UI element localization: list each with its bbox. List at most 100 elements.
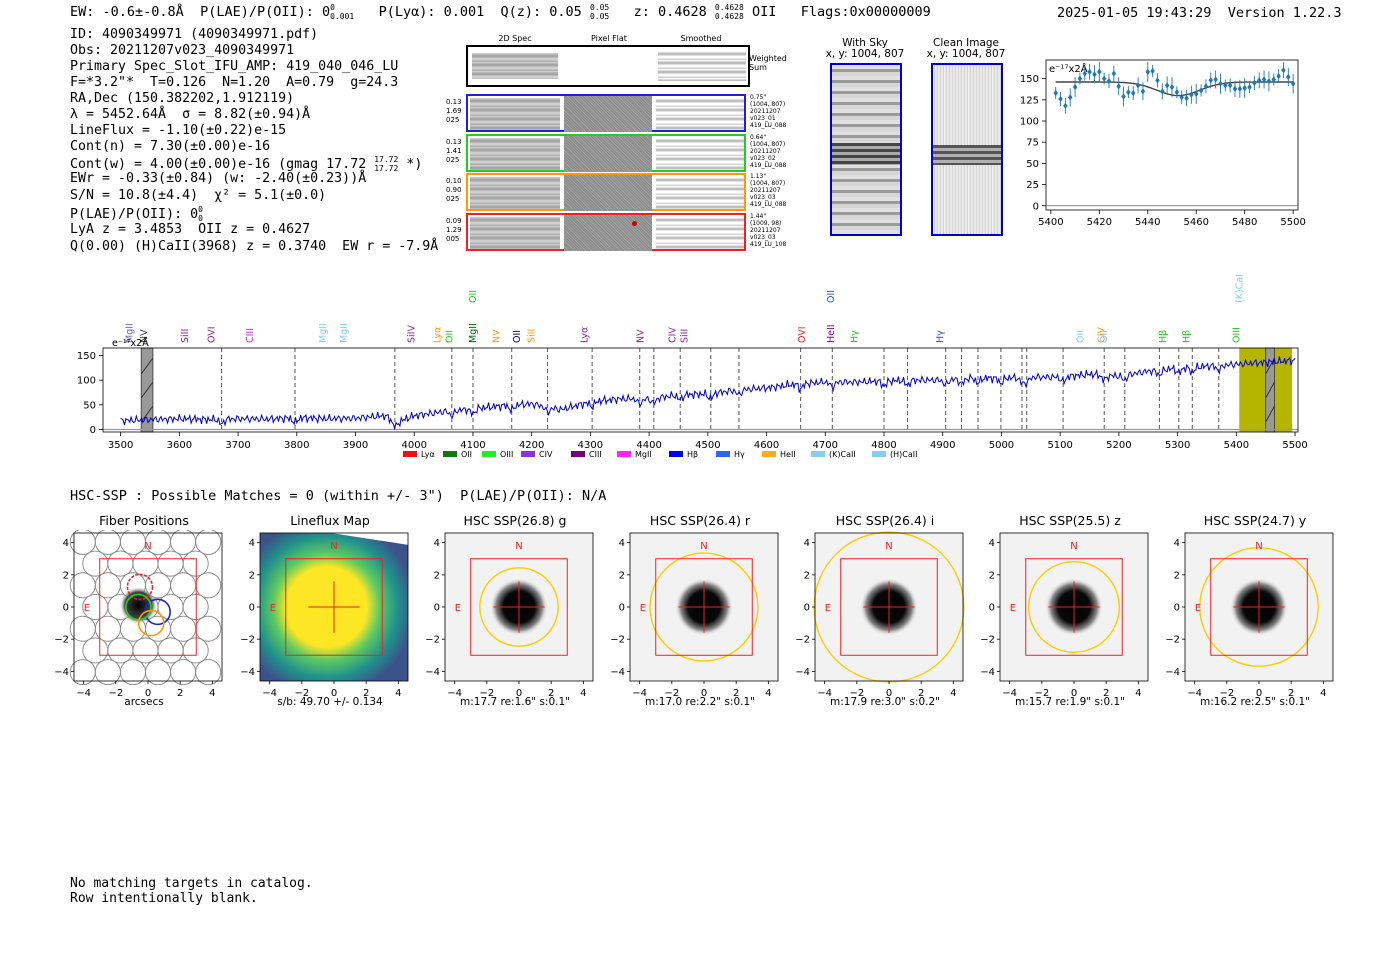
spectrum-line-label: OII (1099, 330, 1110, 343)
cutout-right-value: 419_LU_088 (750, 122, 787, 129)
zoom-data-point (1058, 95, 1063, 103)
spectrum-line-label: OII (1076, 330, 1087, 343)
search-box (840, 558, 938, 656)
header-plya: P(Lyα): 0.001 (378, 4, 485, 20)
full-spectrum-chart: 3500 3600 3700 3800 3900 4000 4100 4200 4300 4400… (77, 275, 1308, 459)
zoom-xtick-label: 5460 (1184, 217, 1209, 228)
spectrum-legend-swatch (482, 451, 496, 457)
spectrum-legend-swatch (403, 451, 417, 457)
hsc-ytick-label: −2 (54, 635, 69, 646)
zoom-xtick-label: 5440 (1135, 217, 1160, 228)
zoom-data-point (1164, 82, 1170, 89)
zoom-data-point (1068, 94, 1073, 101)
spectrum-line-label-group: Lyα (433, 327, 444, 343)
spectrum-line-label: SiII (180, 329, 191, 343)
cutout-left-value: 0.13 (446, 98, 462, 106)
spectrum-line-label-group: OVI (207, 326, 218, 343)
zoom-data-point (1160, 88, 1165, 95)
spectrum-line-label: Hγ (935, 330, 946, 343)
hsc-xtick-label: 4 (209, 688, 215, 699)
spectrum-line-label-group: Hγ (850, 330, 861, 343)
spectrum-line-label: Hγ (850, 330, 861, 343)
header-z-line: OII (751, 4, 777, 20)
spectrum-xtick-label: 4400 (636, 440, 661, 451)
hsc-xtick-label: −2 (1219, 688, 1234, 699)
header-line: EW: -0.6±-0.8Å P(LAE)/P(OII): 00 0.001 P(… (70, 3, 931, 21)
zoom-data-point (1286, 73, 1291, 81)
zoom-data-point (1208, 77, 1213, 84)
hsc-panel-caption-6: m:15.7 re:1.9" s:0.1" (1015, 696, 1125, 708)
spectrum-mask-hatch (140, 405, 154, 423)
with-sky-xy: x, y: 1004, 807 (825, 48, 905, 60)
footer-blank-row: Row intentionally blank. (70, 891, 258, 906)
hsc-xtick-label: −2 (849, 688, 864, 699)
cutout-right-value: 1.13" (750, 173, 767, 180)
spectrum-line-label-group: MgII (124, 323, 135, 343)
zoom-ytick-label: 150 (1020, 74, 1039, 85)
spectrum-line-label: Hβ (1158, 330, 1169, 343)
cutout-row-2 (466, 133, 746, 172)
cutout-right-value: 20211207 (750, 147, 781, 155)
pixel-flat-hotspot (632, 220, 637, 226)
with-sky-trace (832, 143, 900, 165)
hsc-panel-title-7: HSC SSP(24.7) y (1203, 513, 1307, 528)
spectrum-line-label-group: NV (139, 329, 150, 343)
hsc-panel-caption-5: m:17.9 re:3.0" s:0.2" (830, 696, 940, 708)
zoom-data-point (1131, 89, 1136, 97)
spectrum-line-label: CIV (668, 327, 679, 343)
zoom-data-point (1194, 90, 1199, 98)
spectrum-line-label-group: SiII (180, 329, 191, 343)
hsc-aperture-ring (1028, 561, 1120, 653)
hsc-xtick-label: −4 (262, 688, 277, 699)
spectrum-legend-label: OII (461, 450, 472, 459)
zoom-data-point (1106, 77, 1112, 85)
spectrum-line-label: SiIV (406, 325, 417, 343)
zoom-data-point (1145, 68, 1150, 76)
spectrum-xtick-label: 5300 (1165, 440, 1190, 451)
cutout-left-value: 0.90 (446, 186, 462, 194)
cutout-right-value: 0.64" (750, 133, 767, 141)
hsc-ytick-label: 0 (804, 603, 810, 614)
spectrum-line-label-group: MgII (318, 323, 329, 343)
spectrum-ytick-label: 150 (77, 351, 96, 362)
hsc-xtick-label: 4 (1135, 688, 1141, 699)
clean-image-label: Clean Image (932, 37, 1000, 49)
east-label: E (1195, 603, 1201, 614)
hsc-ytick-label: 0 (1174, 603, 1180, 614)
hsc-ytick-label: 2 (1174, 570, 1180, 581)
hsc-xtick-label: −4 (1002, 688, 1017, 699)
hsc-xtick-label: 2 (548, 688, 554, 699)
cutout-left-value: 1.41 (446, 146, 462, 155)
fiber-circle (195, 572, 222, 599)
zoom-ytick-label: 75 (1026, 138, 1039, 149)
spectrum-line-label: MgII (318, 323, 329, 343)
hsc-xtick-label: 0 (1256, 688, 1262, 699)
cutout-right-info-2: 0.64" (1004, 807) 20211207 v023_02 419_LU_08… (750, 134, 810, 169)
zoom-xtick-label: 5500 (1280, 217, 1305, 228)
header-plae: P(LAE)/P(OII): 0 (200, 4, 331, 20)
spectrum-line-label-group: Lyα (580, 327, 591, 343)
zoom-ytick-label: 25 (1026, 180, 1039, 191)
hsc-panel-title-3: HSC SSP(26.8) g (463, 513, 567, 528)
spectrum-line-label-group: Hβ (1158, 330, 1169, 343)
spectrum-line-label: CIII (245, 328, 256, 343)
spectrum-legend-swatch (716, 451, 730, 457)
hsc-ytick-label: 0 (249, 603, 255, 614)
zoom-data-point (1174, 89, 1180, 96)
search-box (285, 558, 383, 656)
zoom-data-layer: 5400 5420 5440 5460 5480 5500 0 25 50 75 100 125 150 (1020, 61, 1306, 228)
spectrum-mask-hatch (1265, 357, 1275, 375)
zoom-data-point (1063, 102, 1068, 109)
spectrum-line-label-group: CIV (668, 327, 679, 343)
zoom-data-point (1135, 82, 1141, 89)
zoom-data-point (1247, 83, 1252, 91)
cutout-left-stats-2: 0.13 1.41 025 (446, 138, 466, 165)
cutout-right-value: (1004, 807) (750, 101, 786, 108)
cutout-right-value: 20211207 (750, 108, 781, 115)
cutout-left-value: 025 (446, 155, 460, 164)
spectrum-legend-swatch (521, 451, 535, 457)
spectrum-line-label: SiII (679, 329, 690, 343)
cutout-smoothed-4 (656, 216, 744, 249)
hsc-xtick-label: 0 (516, 688, 522, 699)
north-label: N (885, 541, 892, 552)
